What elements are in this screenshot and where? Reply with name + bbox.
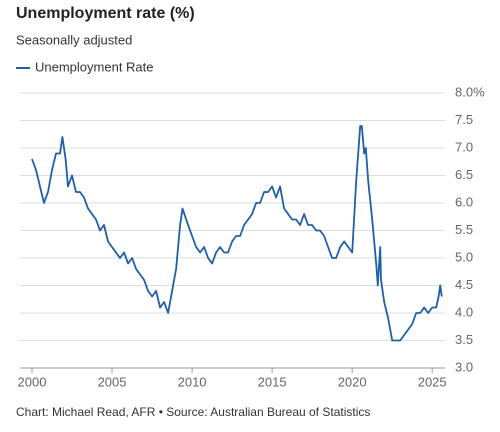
x-tick-label: 2005: [98, 374, 127, 389]
y-tick-label: 7.5: [455, 112, 473, 127]
x-tick-label: 2015: [258, 374, 287, 389]
source: Chart: Michael Read, AFR • Source: Austr…: [16, 405, 370, 419]
x-tick-label: 2000: [18, 374, 47, 389]
y-tick-label: 5.5: [455, 222, 473, 237]
chart-subtitle: Seasonally adjusted: [16, 32, 132, 47]
y-tick-label: 6.5: [455, 167, 473, 182]
y-tick-label: 6.0: [455, 194, 473, 209]
y-tick-label: 3.5: [455, 332, 473, 347]
y-tick-label: 5.0: [455, 249, 473, 264]
y-tick-label: 8.0%: [455, 84, 485, 99]
y-tick-label: 3.0: [455, 359, 473, 374]
y-tick-label: 4.5: [455, 277, 473, 292]
x-tick-label: 2010: [178, 374, 207, 389]
line: [31, 125, 443, 342]
x-tick-label: 2025: [418, 374, 447, 389]
chart-title: Unemployment rate (%): [16, 5, 195, 22]
legend-label: Unemployment Rate: [35, 59, 154, 74]
x-tick-label: 2020: [338, 374, 367, 389]
y-tick-label: 7.0: [455, 139, 473, 154]
y-tick-label: 4.0: [455, 304, 473, 319]
